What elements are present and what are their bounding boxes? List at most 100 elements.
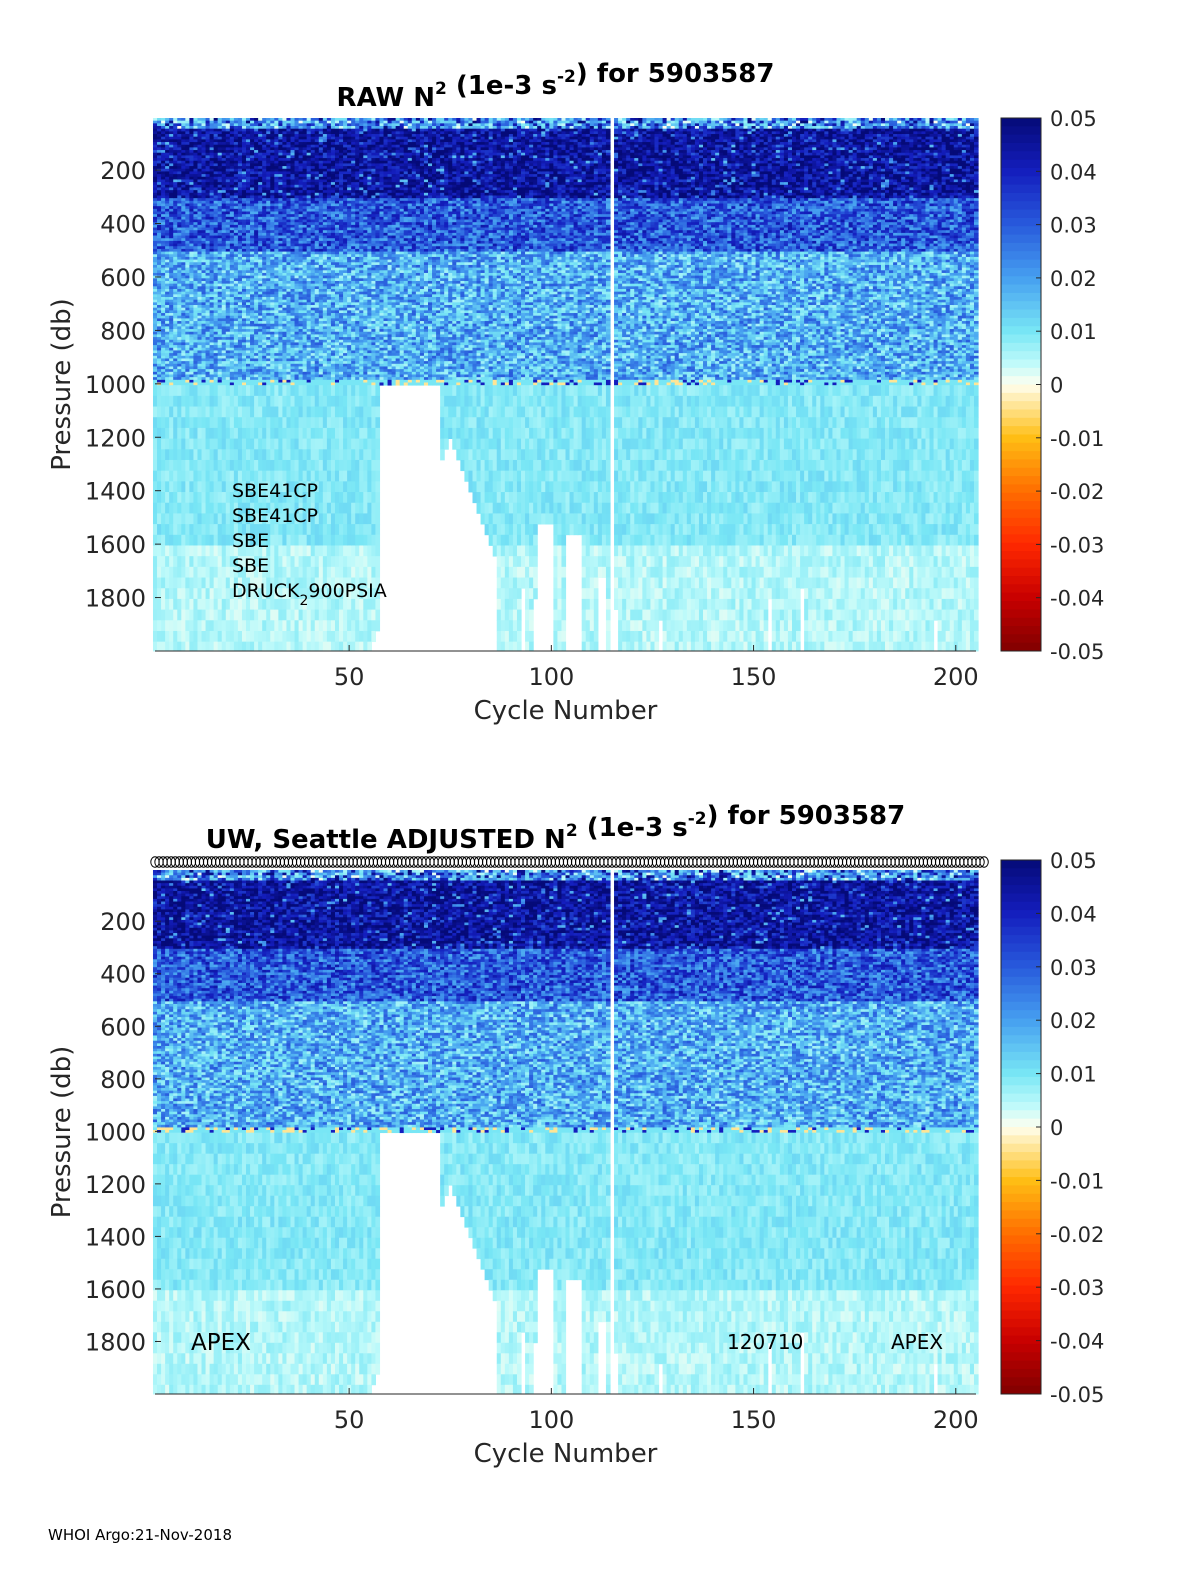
heatmap-cell xyxy=(254,219,259,223)
heatmap-cell xyxy=(169,283,174,287)
heatmap-cell xyxy=(217,369,223,373)
heatmap-cell xyxy=(169,355,174,359)
heatmap-cell xyxy=(221,240,227,244)
heatmap-cell xyxy=(189,307,195,311)
heatmap-cell xyxy=(225,222,231,226)
heatmap-cell xyxy=(266,259,271,263)
heatmap-cell xyxy=(306,566,312,578)
heatmap-cell xyxy=(189,291,195,295)
heatmap-cell xyxy=(152,182,158,186)
heatmap-cell xyxy=(258,195,263,199)
heatmap-cell xyxy=(165,150,170,154)
heatmap-cell xyxy=(274,235,279,239)
heatmap-cell xyxy=(262,326,267,330)
heatmap-cell xyxy=(310,118,316,122)
heatmap-cell xyxy=(306,267,312,271)
heatmap-cell xyxy=(274,139,279,143)
heatmap-cell xyxy=(217,123,223,127)
heatmap-cell xyxy=(266,200,271,204)
heatmap-cell xyxy=(294,190,300,194)
heatmap-cell xyxy=(185,134,190,138)
heatmap-cell xyxy=(246,128,251,132)
heatmap-cell xyxy=(306,329,312,333)
heatmap-cell xyxy=(298,427,304,440)
heatmap-cell xyxy=(294,395,300,407)
heatmap-cell xyxy=(225,417,231,429)
heatmap-cell xyxy=(193,297,199,301)
heatmap-cell xyxy=(246,355,251,359)
heatmap-cell xyxy=(286,288,292,293)
heatmap-cell xyxy=(205,481,211,493)
heatmap-cell xyxy=(189,310,195,314)
heatmap-cell xyxy=(302,307,308,311)
heatmap-cell xyxy=(189,313,195,317)
heatmap-cell xyxy=(310,272,316,277)
heatmap-cell xyxy=(290,369,296,373)
heatmap-cell xyxy=(161,128,166,132)
heatmap-cell xyxy=(250,598,255,610)
heatmap-cell xyxy=(298,216,304,220)
heatmap-cell xyxy=(161,395,166,407)
heatmap-cell xyxy=(250,190,255,194)
heatmap-cell xyxy=(177,492,182,504)
heatmap-cell xyxy=(225,556,231,568)
heatmap-cell xyxy=(246,235,251,239)
heatmap-cell xyxy=(290,238,296,242)
heatmap-cell xyxy=(278,566,283,578)
heatmap-cell xyxy=(193,382,199,386)
heatmap-cell xyxy=(274,502,279,514)
heatmap-cell xyxy=(193,198,199,202)
heatmap-cell xyxy=(254,222,259,226)
heatmap-cell xyxy=(290,262,296,266)
heatmap-cell xyxy=(221,302,227,306)
heatmap-cell xyxy=(201,198,207,202)
heatmap-cell xyxy=(165,123,170,127)
heatmap-cell xyxy=(152,238,158,242)
heatmap-cell xyxy=(290,272,296,277)
heatmap-cell xyxy=(274,609,279,621)
heatmap-cell xyxy=(241,427,247,440)
heatmap-cell xyxy=(173,147,178,151)
heatmap-cell xyxy=(201,534,207,546)
heatmap-cell xyxy=(213,294,219,298)
heatmap-cell xyxy=(258,187,263,191)
heatmap-cell xyxy=(241,195,247,199)
heatmap-cell xyxy=(173,166,178,170)
heatmap-cell xyxy=(173,238,178,242)
heatmap-cell xyxy=(266,363,271,367)
heatmap-cell xyxy=(205,339,211,343)
heatmap-cell xyxy=(302,123,308,127)
heatmap-cell xyxy=(310,280,316,285)
heatmap-cell xyxy=(181,313,186,317)
heatmap-cell xyxy=(237,534,243,546)
heatmap-cell xyxy=(237,160,243,164)
heatmap-cell xyxy=(298,371,304,375)
heatmap-cell xyxy=(185,345,190,349)
heatmap-cell xyxy=(185,280,190,285)
heatmap-cell xyxy=(250,620,255,632)
heatmap-cell xyxy=(233,283,239,287)
heatmap-cell xyxy=(302,280,308,285)
heatmap-cell xyxy=(205,222,211,226)
heatmap-cell xyxy=(274,283,279,287)
heatmap-cell xyxy=(262,470,267,482)
heatmap-cell xyxy=(310,598,316,610)
heatmap-cell xyxy=(262,307,267,311)
heatmap-cell xyxy=(290,492,296,504)
heatmap-cell xyxy=(213,251,219,255)
heatmap-cell xyxy=(286,230,292,234)
heatmap-cell xyxy=(197,152,203,156)
heatmap-cell xyxy=(229,641,235,652)
heatmap-cell xyxy=(290,334,296,338)
heatmap-cell xyxy=(233,246,239,250)
heatmap-cell xyxy=(193,208,199,212)
heatmap-cell xyxy=(193,379,199,383)
heatmap-cell xyxy=(282,163,288,167)
heatmap-cell xyxy=(169,577,174,589)
heatmap-cell xyxy=(262,131,267,135)
heatmap-cell xyxy=(185,267,190,271)
heatmap-cell xyxy=(306,361,312,365)
heatmap-cell xyxy=(221,150,227,154)
heatmap-cell xyxy=(262,192,267,196)
heatmap-cell xyxy=(225,382,231,386)
